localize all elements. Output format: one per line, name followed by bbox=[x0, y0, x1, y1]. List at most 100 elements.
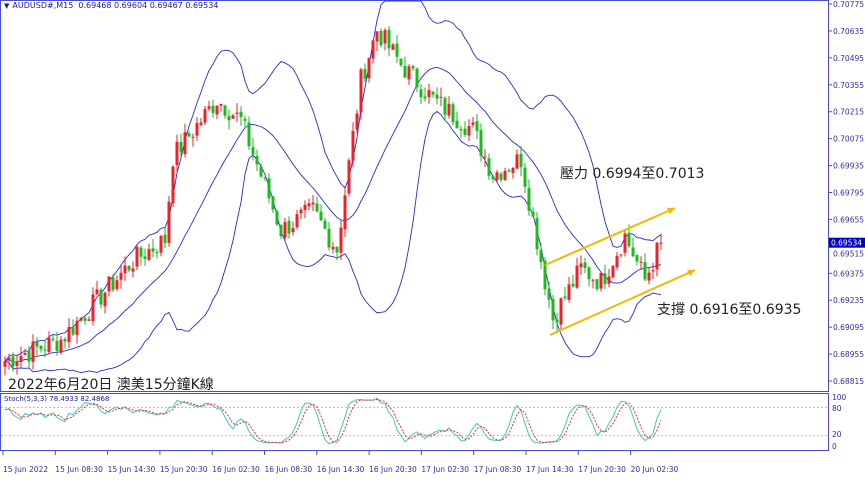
candle-body bbox=[427, 90, 431, 98]
candle-body bbox=[563, 296, 567, 299]
candle-body bbox=[219, 103, 223, 106]
candle-body bbox=[71, 327, 75, 335]
candle-body bbox=[387, 29, 391, 49]
low-value: 0.69467 bbox=[149, 1, 183, 10]
candle-body bbox=[507, 170, 511, 172]
chart-caption: 2022年6月20日 澳美15分鐘K線 bbox=[8, 377, 214, 393]
stochastic-label: Stoch(5,3,3) 78.4933 82.4868 bbox=[4, 395, 110, 403]
candle-body bbox=[375, 31, 379, 42]
candle-body bbox=[647, 272, 651, 281]
candle-body bbox=[203, 108, 207, 123]
candle-body bbox=[539, 250, 543, 263]
candle-body bbox=[187, 133, 191, 137]
chart-header: ▼ AUDUSD#,M15 0.69468 0.69604 0.69467 0.6… bbox=[4, 1, 218, 10]
candle-body bbox=[499, 173, 503, 180]
stoch-tick-label: 0 bbox=[832, 442, 837, 451]
candle-body bbox=[595, 279, 599, 290]
close-value: 0.69534 bbox=[185, 1, 219, 10]
price-tick-label: 0.70775 bbox=[833, 0, 864, 9]
current-price-label: 0.69534 bbox=[831, 239, 862, 248]
price-tick-label: 0.69095 bbox=[833, 323, 864, 332]
time-tick-label: 17 Jun 08:30 bbox=[474, 465, 522, 474]
candle-body bbox=[91, 294, 95, 322]
candle-body bbox=[599, 273, 603, 289]
candle-body bbox=[207, 106, 211, 109]
candle-body bbox=[535, 218, 539, 250]
candle-body bbox=[51, 338, 55, 340]
price-tick-label: 0.70495 bbox=[833, 54, 864, 63]
candle-body bbox=[419, 89, 423, 98]
candle-body bbox=[95, 289, 99, 295]
candle-body bbox=[603, 273, 607, 284]
candle-body bbox=[411, 66, 415, 69]
candle-body bbox=[67, 326, 71, 343]
candle-body bbox=[163, 234, 167, 244]
candle-body bbox=[627, 232, 631, 247]
bollinger-lower-band bbox=[4, 110, 662, 374]
candle-body bbox=[331, 246, 335, 250]
candle-body bbox=[575, 265, 579, 288]
candle-body bbox=[463, 128, 467, 135]
candle-body bbox=[231, 115, 235, 119]
candle-body bbox=[655, 242, 659, 270]
candle-body bbox=[511, 167, 515, 173]
candle-body bbox=[15, 362, 19, 366]
dropdown-triangle-icon[interactable]: ▼ bbox=[4, 2, 10, 10]
price-tick-label: 0.70355 bbox=[833, 81, 864, 90]
candle-body bbox=[223, 105, 227, 116]
candle-body bbox=[395, 43, 399, 57]
candle-body bbox=[303, 204, 307, 210]
candle-body bbox=[271, 196, 275, 210]
candle-body bbox=[291, 228, 295, 233]
candle-body bbox=[455, 120, 459, 129]
candle-body bbox=[571, 283, 575, 287]
candle-body bbox=[631, 247, 635, 257]
candle-body bbox=[311, 202, 315, 205]
time-tick-label: 16 Jun 20:30 bbox=[369, 465, 417, 474]
candle-body bbox=[383, 30, 387, 44]
price-tick-label: 0.70635 bbox=[833, 27, 864, 36]
price-tick-label: 0.69935 bbox=[833, 162, 864, 171]
candle-body bbox=[59, 339, 63, 353]
time-tick-label: 17 Jun 02:30 bbox=[421, 465, 469, 474]
price-tick-label: 0.69515 bbox=[833, 250, 864, 259]
candle-body bbox=[263, 177, 267, 179]
resistance-channel-arrow-head bbox=[667, 207, 675, 215]
main-pane-border bbox=[0, 0, 829, 392]
candle-body bbox=[135, 246, 139, 267]
candle-body bbox=[103, 292, 107, 307]
candle-body bbox=[351, 130, 355, 161]
candle-body bbox=[323, 220, 327, 229]
candle-body bbox=[339, 227, 343, 253]
candle-body bbox=[343, 195, 347, 230]
time-tick-label: 17 Jun 20:30 bbox=[578, 465, 626, 474]
time-tick-label: 16 Jun 08:30 bbox=[265, 465, 313, 474]
candle-body bbox=[619, 254, 623, 256]
resistance-channel-arrow bbox=[544, 207, 676, 266]
price-tick-label: 0.69375 bbox=[833, 269, 864, 278]
candle-body bbox=[583, 262, 587, 268]
candle-body bbox=[119, 272, 123, 280]
candle-body bbox=[491, 176, 495, 180]
candle-body bbox=[227, 115, 231, 121]
candle-body bbox=[367, 58, 371, 79]
candle-body bbox=[435, 94, 439, 99]
candle-body bbox=[495, 172, 499, 181]
candle-body bbox=[503, 170, 507, 180]
candle-body bbox=[75, 320, 79, 335]
candle-body bbox=[315, 203, 319, 212]
candle-body bbox=[83, 318, 87, 321]
candle-body bbox=[299, 209, 303, 214]
candle-body bbox=[47, 337, 51, 352]
candle-body bbox=[579, 263, 583, 268]
candle-body bbox=[555, 319, 559, 323]
price-tick-label: 0.68955 bbox=[833, 350, 864, 359]
candle-body bbox=[279, 225, 283, 237]
time-tick-label: 15 Jun 2022 bbox=[3, 465, 48, 474]
candle-body bbox=[523, 167, 527, 187]
candle-body bbox=[179, 142, 183, 153]
candle-body bbox=[379, 30, 383, 46]
candle-body bbox=[267, 178, 271, 199]
candle-body bbox=[587, 267, 591, 280]
